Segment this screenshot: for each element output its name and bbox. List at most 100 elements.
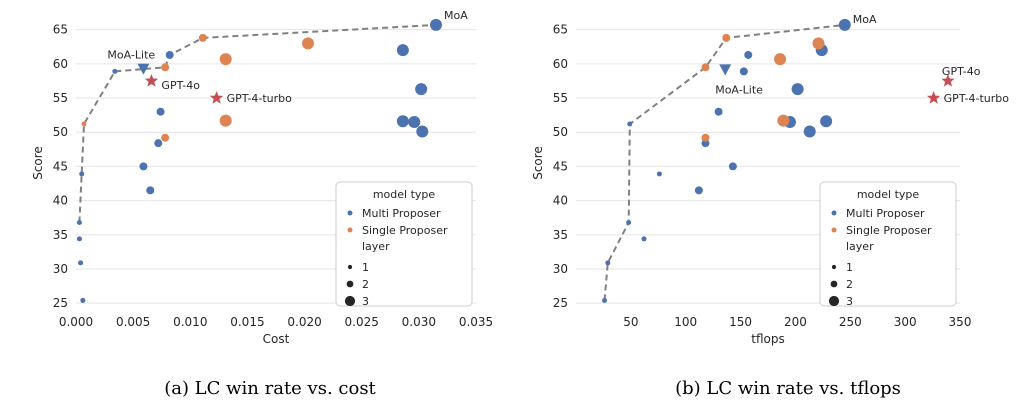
x-tick-label: 350 — [949, 315, 972, 329]
data-point — [812, 37, 825, 50]
data-point — [154, 139, 163, 148]
annotation-label: GPT-4-turbo — [944, 92, 1010, 105]
legend-label-single: Single Proposer — [362, 224, 448, 237]
data-point — [146, 186, 155, 195]
star-marker — [941, 74, 955, 87]
data-point — [744, 50, 753, 59]
data-point — [605, 260, 611, 266]
data-point — [219, 53, 232, 66]
annotation-label: GPT-4o — [942, 65, 981, 78]
y-tick-label: 30 — [53, 262, 68, 276]
y-tick-label: 50 — [53, 125, 68, 139]
data-point — [396, 44, 409, 57]
y-tick-label: 40 — [53, 194, 68, 208]
data-point — [626, 219, 632, 225]
x-tick-label: 0.015 — [230, 315, 264, 329]
caption-cost-chart: (a) LC win rate vs. cost — [164, 378, 376, 399]
legend-marker-single — [831, 227, 837, 233]
legend: model type Multi Proposer Single Proposer l… — [819, 181, 957, 308]
y-tick-label: 60 — [553, 57, 568, 71]
data-point — [81, 121, 87, 127]
data-point — [161, 133, 170, 142]
annotation-label: MoA-Lite — [107, 49, 155, 62]
y-axis-label: Score — [531, 146, 545, 180]
data-point — [714, 107, 723, 116]
legend-box — [335, 181, 473, 307]
data-point — [803, 125, 816, 138]
legend-title-type: model type — [857, 188, 920, 201]
y-tick-label: 65 — [53, 23, 68, 37]
annotation-label: GPT-4o — [161, 79, 200, 92]
data-point — [820, 115, 833, 128]
y-tick-label: 45 — [553, 159, 568, 173]
data-point — [161, 63, 170, 72]
data-point — [701, 133, 710, 142]
annotation-label: MoA — [853, 13, 877, 26]
y-tick-label: 50 — [553, 125, 568, 139]
data-point — [156, 107, 165, 116]
y-axis-label: Score — [31, 146, 45, 180]
figure-canvas: 25 30 35 40 45 50 55 60 65 0.000 0.005 0.010 0.015 0.… — [31, 9, 1010, 346]
data-point — [415, 83, 428, 96]
x-tick-label: 0.025 — [345, 315, 379, 329]
data-point — [774, 53, 787, 66]
data-point — [430, 18, 442, 31]
data-point — [739, 67, 748, 76]
legend-label-layer: 2 — [362, 278, 369, 291]
data-point — [777, 114, 790, 127]
legend-marker-multi — [347, 210, 353, 216]
data-point — [701, 139, 710, 148]
legend-label-multi: Multi Proposer — [846, 207, 925, 220]
data-point — [78, 260, 84, 266]
legend-label-layer: 1 — [846, 261, 853, 274]
data-point — [219, 114, 232, 127]
star-marker — [927, 91, 941, 104]
y-tick-label: 60 — [53, 57, 68, 71]
data-point — [694, 186, 703, 195]
data-point — [302, 37, 314, 50]
star-marker — [209, 91, 224, 104]
y-tick-label: 55 — [553, 91, 568, 105]
legend-marker-single — [347, 227, 353, 233]
x-tick-label: 0.020 — [287, 315, 321, 329]
data-point — [602, 297, 608, 303]
data-point — [76, 219, 82, 225]
legend-marker-layer — [344, 295, 356, 307]
legend-box — [819, 181, 957, 307]
y-tick-label: 35 — [553, 228, 568, 242]
data-point — [396, 115, 409, 128]
data-point — [791, 83, 804, 96]
legend-label-layer: 3 — [846, 295, 853, 308]
legend-label-layer: 1 — [362, 261, 369, 274]
data-point — [112, 68, 118, 74]
data-point — [728, 162, 737, 171]
legend-label-layer: 3 — [362, 295, 369, 308]
y-tick-label: 30 — [553, 262, 568, 276]
y-tick-label: 35 — [53, 228, 68, 242]
x-tick-label: 0.035 — [459, 315, 493, 329]
x-tick-label: 300 — [894, 315, 917, 329]
legend-marker-layer — [830, 280, 838, 288]
data-point — [641, 236, 647, 242]
data-point — [165, 50, 174, 59]
y-tick-label: 65 — [553, 23, 568, 37]
legend-title-type: model type — [373, 188, 436, 201]
data-point — [139, 162, 148, 171]
annotation-label: MoA-Lite — [715, 83, 763, 96]
annotation-label: GPT-4-turbo — [227, 92, 293, 105]
legend: model type Multi Proposer Single Proposer l… — [335, 181, 473, 308]
data-point — [76, 236, 82, 242]
annotation-label: MoA — [444, 9, 468, 22]
y-tick-label: 45 — [53, 159, 68, 173]
data-point — [722, 33, 731, 42]
x-tick-label: 250 — [839, 315, 862, 329]
legend-marker-layer — [831, 264, 837, 270]
caption-tflops-chart: (b) LC win rate vs. tflops — [675, 378, 901, 399]
x-axis-label: tflops — [751, 332, 784, 346]
y-tick-label: 25 — [53, 296, 68, 310]
data-point — [701, 63, 710, 72]
x-tick-label: 50 — [623, 315, 638, 329]
y-tick-label: 40 — [553, 194, 568, 208]
data-point — [408, 115, 421, 128]
data-point — [79, 171, 85, 177]
